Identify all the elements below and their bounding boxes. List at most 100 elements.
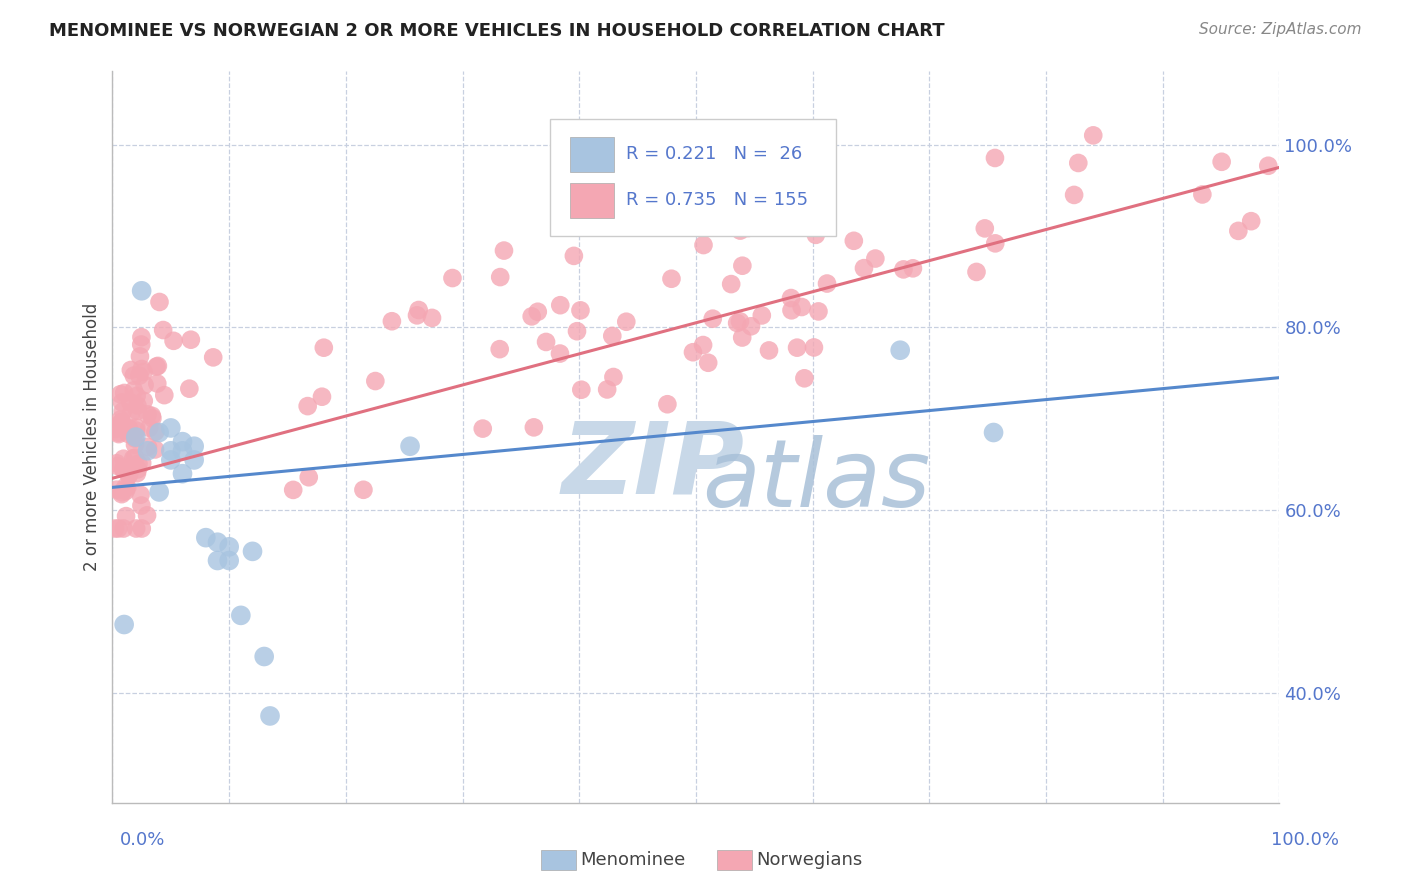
Point	[399, 439, 422, 453]
Point	[172, 443, 194, 458]
Point	[136, 508, 159, 523]
Point	[148, 485, 170, 500]
Point	[118, 423, 141, 437]
Point	[751, 309, 773, 323]
Point	[364, 374, 387, 388]
Point	[810, 205, 832, 219]
Point	[758, 343, 780, 358]
Point	[408, 303, 430, 318]
Point	[160, 453, 183, 467]
Point	[145, 425, 167, 439]
Point	[548, 346, 571, 360]
Point	[406, 309, 429, 323]
Point	[114, 480, 136, 494]
Point	[202, 351, 225, 365]
Point	[107, 425, 129, 440]
Point	[172, 467, 194, 481]
Point	[1211, 154, 1233, 169]
FancyBboxPatch shape	[550, 119, 837, 235]
Point	[865, 252, 887, 266]
Point	[118, 468, 141, 483]
Point	[1191, 187, 1213, 202]
Point	[131, 284, 153, 298]
Point	[803, 341, 825, 355]
Point	[111, 395, 134, 409]
Text: R = 0.735   N = 155: R = 0.735 N = 155	[626, 191, 808, 209]
Point	[569, 383, 592, 397]
Point	[115, 509, 138, 524]
Point	[148, 295, 170, 310]
Point	[489, 270, 512, 285]
Point	[131, 456, 153, 470]
Point	[725, 316, 748, 330]
Point	[110, 387, 132, 401]
Point	[145, 359, 167, 374]
Point	[523, 420, 546, 434]
Point	[136, 440, 159, 454]
Point	[1063, 188, 1085, 202]
Point	[565, 324, 588, 338]
Point	[740, 319, 762, 334]
Point	[112, 617, 135, 632]
Point	[297, 399, 319, 413]
Point	[520, 310, 543, 324]
Point	[728, 224, 751, 238]
Point	[731, 330, 754, 344]
Point	[160, 421, 183, 435]
Point	[127, 457, 149, 471]
Point	[129, 337, 152, 351]
Point	[127, 404, 149, 418]
Point	[111, 487, 134, 501]
Point	[381, 314, 404, 328]
Point	[172, 434, 194, 449]
Point	[131, 499, 153, 513]
Point	[129, 488, 152, 502]
Point	[107, 521, 129, 535]
Point	[242, 544, 264, 558]
Point	[146, 376, 169, 391]
Point	[118, 467, 141, 481]
Point	[692, 338, 714, 352]
Point	[111, 415, 134, 429]
Point	[104, 422, 127, 436]
Point	[125, 424, 148, 438]
Point	[124, 438, 146, 452]
Point	[614, 315, 637, 329]
Point	[697, 356, 720, 370]
Point	[352, 483, 374, 497]
Point	[120, 462, 142, 476]
Point	[132, 365, 155, 379]
Point	[136, 408, 159, 422]
Point	[966, 265, 988, 279]
Point	[105, 456, 128, 470]
Point	[682, 345, 704, 359]
Point	[534, 334, 557, 349]
Point	[790, 300, 813, 314]
Point	[112, 521, 135, 535]
Point	[111, 404, 134, 418]
Point	[124, 450, 146, 465]
Point	[134, 378, 156, 392]
Point	[104, 521, 127, 535]
Point	[1083, 128, 1105, 143]
Point	[194, 531, 217, 545]
Point	[122, 368, 145, 383]
Point	[114, 484, 136, 499]
Point	[1240, 214, 1263, 228]
Text: R = 0.221   N =  26: R = 0.221 N = 26	[626, 145, 803, 163]
Point	[179, 382, 201, 396]
Text: 0.0%: 0.0%	[120, 831, 165, 849]
Point	[125, 521, 148, 535]
Point	[125, 466, 148, 480]
Point	[1257, 159, 1279, 173]
Text: ZIP: ZIP	[562, 417, 745, 515]
Point	[984, 236, 1007, 251]
Point	[218, 540, 240, 554]
Point	[526, 305, 548, 319]
Point	[893, 262, 915, 277]
Point	[842, 234, 865, 248]
FancyBboxPatch shape	[569, 137, 614, 172]
Point	[152, 323, 174, 337]
Point	[793, 371, 815, 385]
Point	[125, 420, 148, 434]
